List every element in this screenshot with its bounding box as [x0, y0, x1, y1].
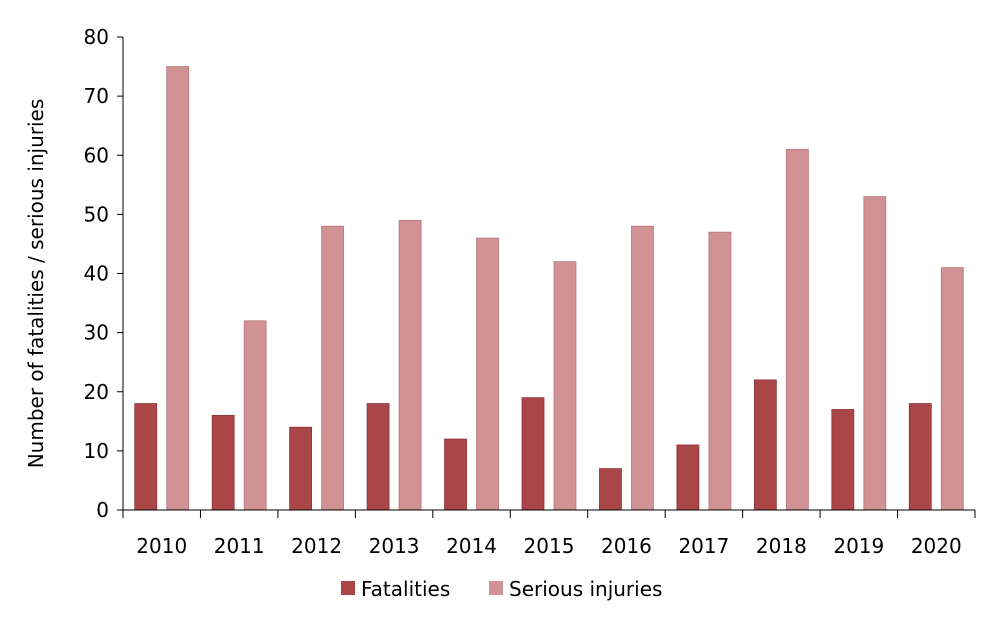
- x-tick-label: 2011: [214, 534, 265, 558]
- bar-fatalities: [289, 426, 313, 511]
- y-tick-label: 20: [84, 380, 109, 404]
- bar-serious-injuries: [243, 320, 267, 511]
- bar-serious-injuries: [631, 225, 654, 511]
- x-tick-label: 2017: [678, 534, 729, 558]
- y-tick-label: 30: [84, 321, 109, 345]
- bar-serious-injuries: [476, 237, 499, 511]
- bar-serious-injuries: [863, 196, 887, 511]
- bar-fatalities: [521, 397, 545, 511]
- bar-serious-injuries: [166, 66, 190, 511]
- x-tick-label: 2014: [446, 534, 497, 558]
- legend-label: Fatalities: [361, 577, 450, 601]
- legend-item-fatalities: Fatalities: [341, 577, 450, 601]
- x-tick-label: 2010: [136, 534, 187, 558]
- bar-fatalities: [753, 379, 777, 511]
- y-tick-label: 10: [84, 439, 109, 463]
- legend-swatch: [341, 581, 355, 595]
- y-tick-label: 0: [96, 498, 109, 522]
- bar-serious-injuries: [940, 267, 964, 511]
- bar-fatalities: [444, 438, 467, 511]
- y-axis-ticks: 0 10 20 30 40 50 60 70 80: [84, 25, 123, 522]
- x-tick-label: 2020: [911, 534, 962, 558]
- bar-serious-injuries: [708, 231, 732, 511]
- x-tick-label: 2013: [369, 534, 420, 558]
- bar-fatalities: [831, 409, 855, 511]
- legend-swatch: [489, 581, 503, 595]
- x-tick-label: 2012: [291, 534, 342, 558]
- bars-layer: [134, 66, 964, 511]
- bar-serious-injuries: [398, 219, 422, 511]
- bar-fatalities: [908, 403, 932, 511]
- bar-fatalities: [134, 403, 158, 511]
- legend-label: Serious injuries: [509, 577, 662, 601]
- x-tick-label: 2018: [756, 534, 807, 558]
- x-tick-label: 2016: [601, 534, 652, 558]
- bar-fatalities: [676, 444, 700, 511]
- bar-serious-injuries: [321, 225, 345, 511]
- bar-serious-injuries: [785, 148, 809, 511]
- x-axis-ticks: 2010 2011 2012 2013 2014 2015 2016 2017 2018 2019…: [122, 510, 976, 558]
- x-tick-label: 2015: [524, 534, 575, 558]
- y-tick-label: 50: [84, 202, 109, 226]
- legend: Fatalities Serious injuries: [341, 577, 662, 601]
- bar-serious-injuries: [553, 261, 577, 511]
- bar-fatalities: [211, 414, 235, 511]
- legend-item-serious-injuries: Serious injuries: [489, 577, 662, 601]
- y-tick-label: 40: [84, 262, 109, 286]
- x-tick-label: 2019: [833, 534, 884, 558]
- bar-fatalities: [366, 403, 390, 511]
- y-tick-label: 70: [84, 84, 109, 108]
- bar-fatalities: [599, 468, 622, 511]
- y-tick-label: 60: [84, 143, 109, 167]
- y-axis-title: Number of fatalities / serious injuries: [24, 99, 48, 469]
- y-tick-label: 80: [84, 25, 109, 49]
